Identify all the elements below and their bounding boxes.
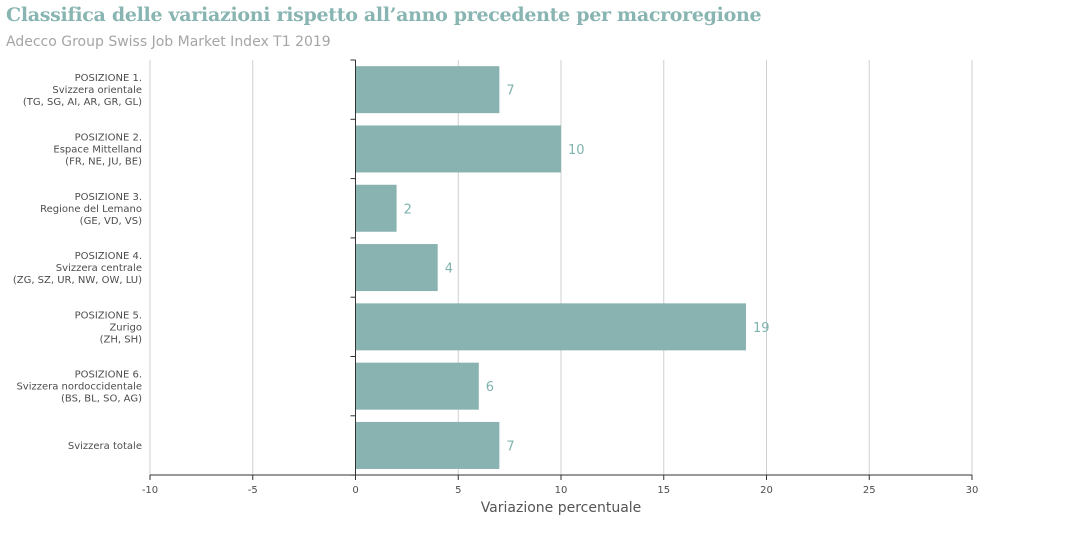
category-label-line: Svizzera nordoccidentale (16, 382, 142, 393)
category-label-line: Regione del Lemano (40, 204, 142, 215)
category-label-line: POSIZIONE 2. (75, 132, 142, 143)
bar-value-label: 2 (404, 202, 412, 217)
category-label-line: (ZG, SZ, UR, NW, OW, LU) (13, 275, 142, 286)
category-label-line: Espace Mittelland (53, 144, 142, 155)
bar (355, 421, 500, 469)
category-label-line: Zurigo (109, 322, 142, 333)
x-tick-label: 15 (657, 485, 670, 496)
x-tick-label: 25 (863, 485, 876, 496)
bar-value-label: 4 (445, 262, 453, 277)
x-tick-label: 20 (760, 485, 773, 496)
x-tick-label: 10 (555, 485, 568, 496)
category-label-line: (BS, BL, SO, AG) (61, 394, 142, 405)
category-label-line: Svizzera orientale (52, 85, 142, 96)
category-label: Svizzera totale (68, 441, 142, 452)
category-label: POSIZIONE 2. Espace Mittelland (FR, NE, JU… (53, 132, 142, 167)
bar-value-label: 7 (506, 84, 514, 99)
category-label: POSIZIONE 4. Svizzera centrale (ZG, SZ, UR… (13, 251, 142, 286)
bar (355, 362, 479, 410)
x-tick-label: -5 (248, 485, 258, 496)
bars (355, 66, 746, 469)
gridlines (149, 60, 973, 475)
category-label-line: POSIZIONE 3. (75, 192, 142, 203)
bar (355, 184, 397, 232)
category-label-line: Svizzera totale (68, 441, 142, 452)
category-label-line: POSIZIONE 4. (75, 251, 142, 262)
category-label-line: Svizzera centrale (56, 263, 142, 274)
bar-value-label: 19 (753, 321, 770, 336)
x-tick-label: -10 (142, 485, 158, 496)
category-label-line: (TG, SG, AI, AR, GR, GL) (23, 97, 142, 108)
chart-title: Classifica delle variazioni rispetto all… (6, 4, 762, 26)
category-label-line: (ZH, SH) (100, 334, 142, 345)
category-label-line: POSIZIONE 5. (75, 310, 142, 321)
x-tick-label: 0 (352, 485, 358, 496)
chart-subtitle: Adecco Group Swiss Job Market Index T1 2… (6, 34, 331, 50)
category-label-line: (GE, VD, VS) (80, 216, 142, 227)
bar (355, 125, 561, 173)
bar (355, 66, 500, 114)
category-label: POSIZIONE 5. Zurigo (ZH, SH) (75, 310, 142, 345)
category-label-line: (FR, NE, JU, BE) (65, 156, 142, 167)
x-tick-label: 5 (455, 485, 461, 496)
bar (355, 303, 746, 351)
bar (355, 244, 438, 292)
bar-value-label: 6 (486, 380, 494, 395)
bar-value-label: 10 (568, 143, 585, 158)
bar-value-label: 7 (506, 439, 514, 454)
x-tick-label: 30 (966, 485, 979, 496)
category-label: POSIZIONE 6. Svizzera nordoccidentale (BS,… (16, 370, 142, 405)
category-label-line: POSIZIONE 1. (75, 73, 142, 84)
axes (149, 59, 973, 480)
category-label: POSIZIONE 3. Regione del Lemano (GE, VD, V… (40, 192, 142, 227)
x-axis-title: Variazione percentuale (481, 500, 642, 516)
labels: -10 -5 0 5 10 15 20 25 30 7 POSIZIONE 1. Svizzera o… (13, 73, 979, 516)
category-label-line: POSIZIONE 6. (75, 370, 142, 381)
category-label: POSIZIONE 1. Svizzera orientale (TG, SG, A… (23, 73, 142, 108)
